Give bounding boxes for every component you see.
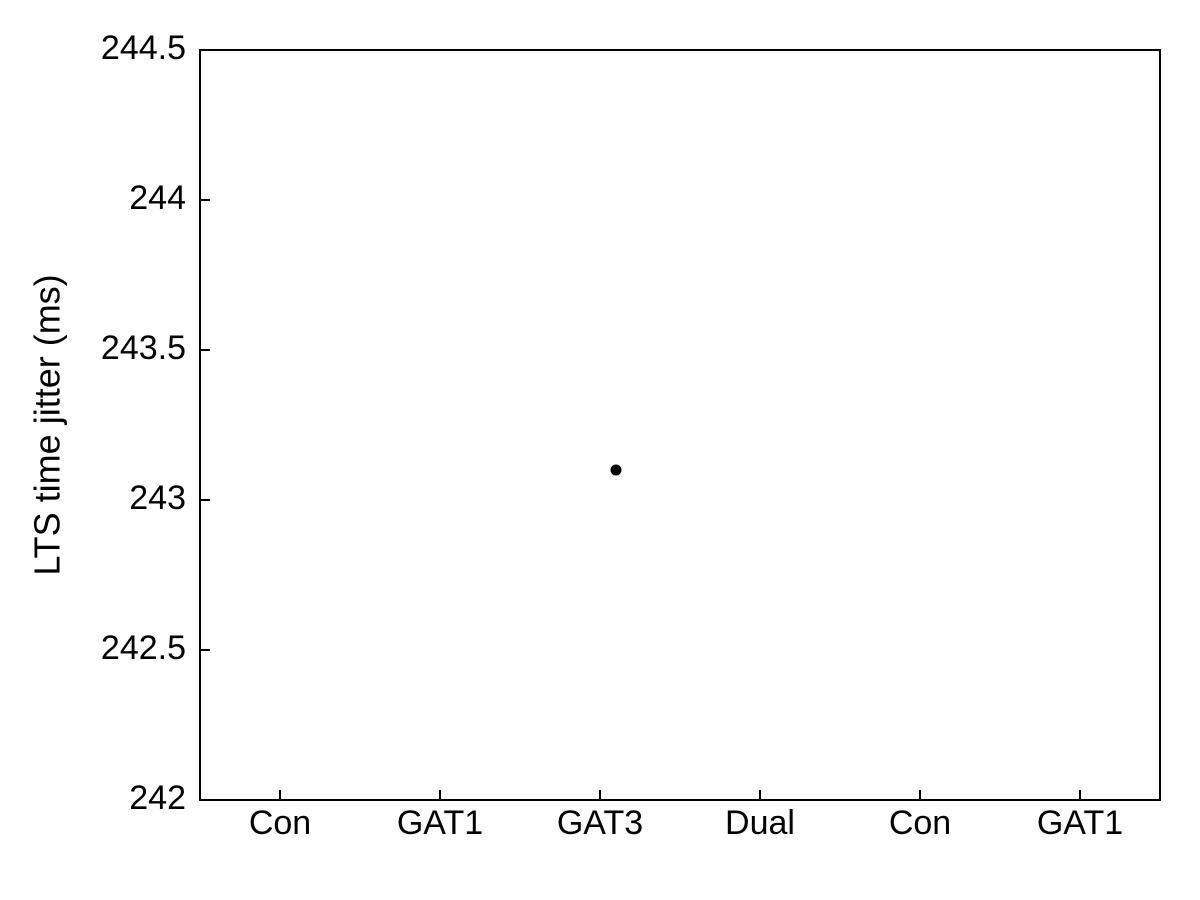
x-tick-label: Con <box>249 804 311 842</box>
y-tick-label: 242 <box>129 779 186 817</box>
y-tick-label: 243.5 <box>101 329 186 367</box>
x-tick-label: Con <box>889 804 951 842</box>
x-tick-label: Dual <box>725 804 795 842</box>
y-tick-label: 244 <box>129 179 186 217</box>
chart-container: 242 242.5 243 243.5 244 244.5 Con GAT1 GAT3 Dual C… <box>0 0 1200 900</box>
x-tick-label: GAT1 <box>1037 804 1123 842</box>
x-tick-label: GAT3 <box>557 804 643 842</box>
y-tick-label: 244.5 <box>101 29 186 67</box>
y-tick-label: 242.5 <box>101 629 186 667</box>
data-point <box>611 465 621 475</box>
y-axis-title: LTS time jitter (ms) <box>27 274 68 575</box>
x-tick-label: GAT1 <box>397 804 483 842</box>
scatter-chart: 242 242.5 243 243.5 244 244.5 Con GAT1 GAT3 Dual C… <box>0 0 1200 900</box>
y-tick-label: 243 <box>129 479 186 517</box>
chart-bg <box>0 0 1200 900</box>
